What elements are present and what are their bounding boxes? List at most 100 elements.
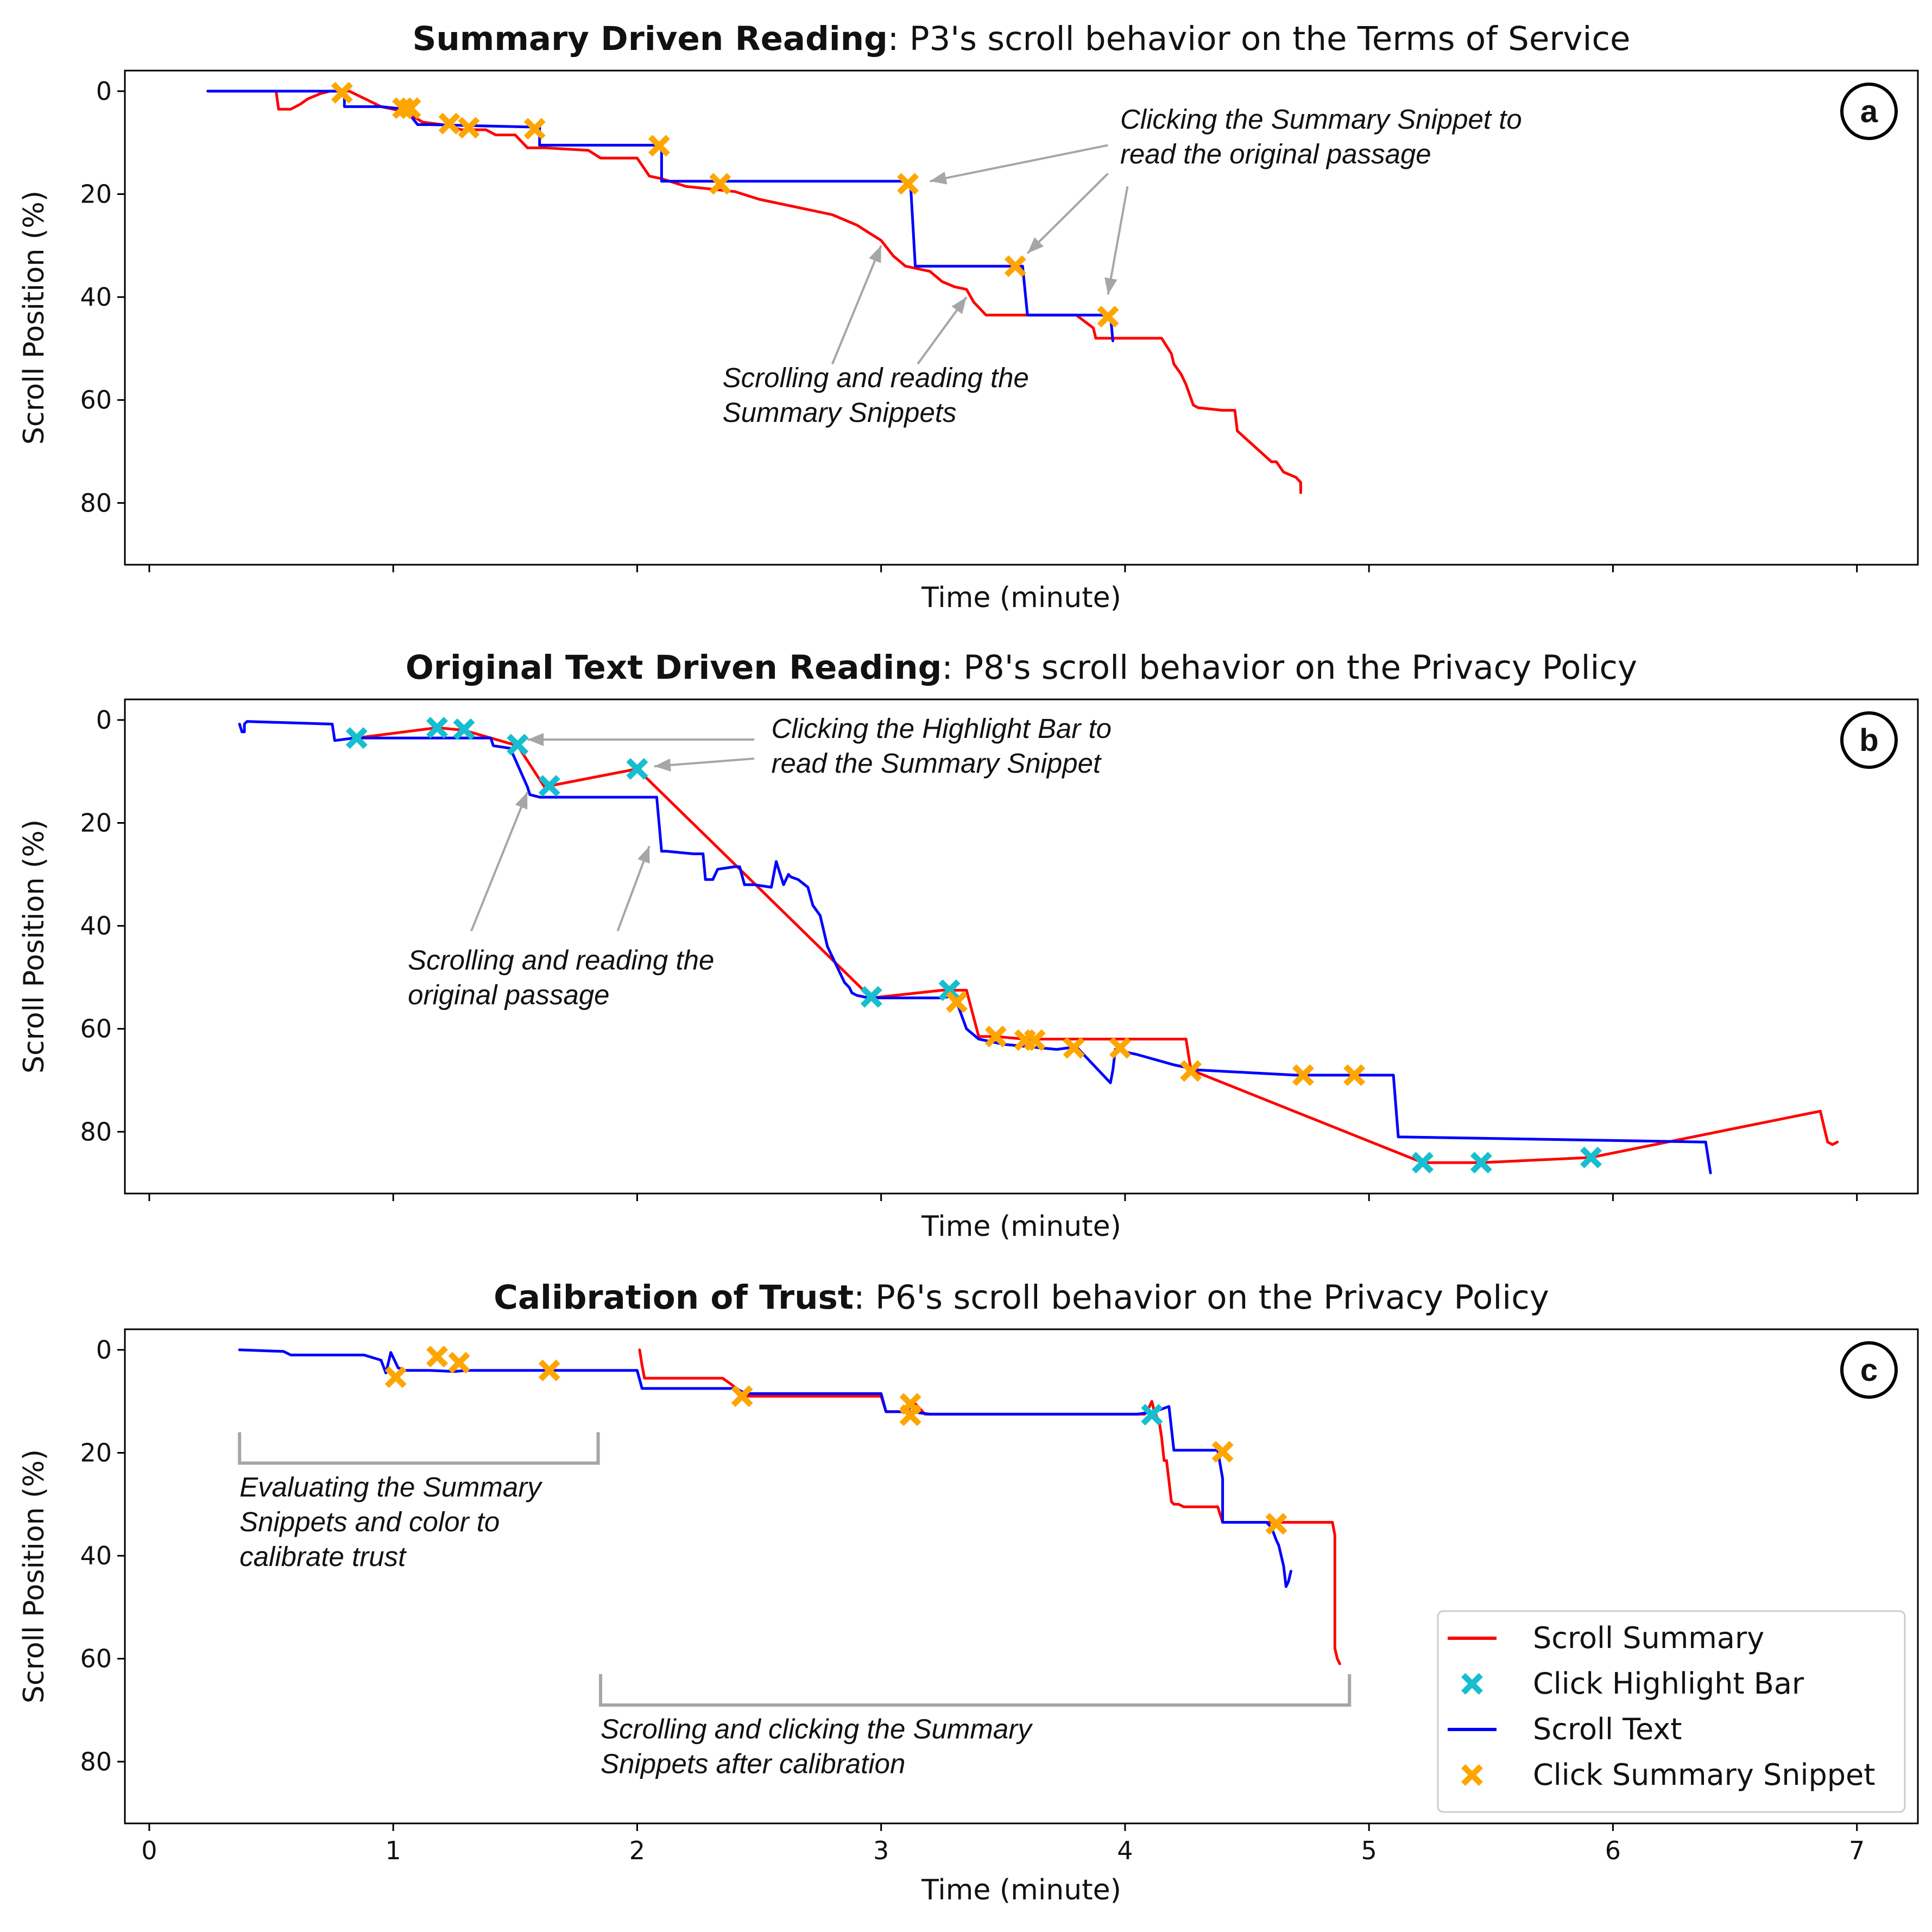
y-tick-label: 40 — [80, 1541, 112, 1570]
click-highlight-bar-marker — [1470, 1152, 1492, 1174]
y-tick-label: 40 — [80, 911, 112, 940]
legend-label: Click Summary Snippet — [1533, 1758, 1875, 1792]
click-highlight-bar-marker — [453, 718, 475, 740]
click-summary-snippet-marker — [426, 1346, 448, 1368]
panel-title: Calibration of Trust: P6's scroll behavi… — [494, 1278, 1549, 1317]
panel-a: Summary Driven Reading: P3's scroll beha… — [18, 20, 1919, 614]
annotation-arrow-shaft — [831, 245, 882, 365]
click-highlight-bar-marker — [860, 986, 882, 1008]
click-summary-snippet-marker — [458, 117, 480, 139]
legend-box — [1437, 1610, 1906, 1813]
x-tick-label: 6 — [1605, 1836, 1621, 1865]
panel-title-bold: Calibration of Trust — [494, 1278, 854, 1317]
click-summary-snippet-marker — [331, 81, 353, 104]
annotation-arrow-head — [869, 245, 881, 263]
y-axis-label: Scroll Position (%) — [18, 191, 50, 445]
x-tick-label: 3 — [873, 1836, 889, 1865]
click-highlight-bar-marker — [938, 979, 961, 1001]
bracket-text: calibrate trust — [239, 1541, 407, 1572]
click-summary-snippet-marker — [899, 1404, 921, 1426]
bracket-text: Evaluating the Summary — [239, 1472, 543, 1502]
annotation-arrow-shaft — [470, 791, 529, 932]
click-summary-snippet-marker — [1211, 1441, 1234, 1463]
annotation-text: read the Summary Snippet — [772, 748, 1102, 779]
panel-badge-label: a — [1860, 94, 1878, 129]
bracket-line — [599, 1674, 1352, 1707]
click-highlight-bar-marker — [426, 717, 448, 739]
annotation-text: Scrolling and reading the — [408, 945, 714, 976]
x-axis-label: Time (minute) — [921, 1874, 1121, 1906]
axes-frame — [124, 1328, 1919, 1824]
annotation-2: Scrolling and reading the Summary Snippet… — [723, 245, 1029, 428]
y-tick-label: 20 — [80, 809, 112, 838]
x-axis-label: Time (minute) — [921, 1210, 1121, 1243]
panel-title-bold: Original Text Driven Reading — [406, 648, 942, 687]
bracket-2: Scrolling and clicking the SummarySnippe… — [599, 1674, 1352, 1779]
annotation-arrow-head — [515, 792, 528, 810]
click-summary-snippet-marker — [945, 991, 968, 1013]
bracket-text: Snippets after calibration — [601, 1748, 905, 1779]
click-highlight-bar-marker — [1580, 1146, 1602, 1169]
y-tick-label: 0 — [96, 705, 112, 735]
x-tick-label: 7 — [1849, 1836, 1865, 1865]
click-summary-snippet-marker — [1292, 1064, 1314, 1086]
y-tick-label: 80 — [80, 1117, 112, 1146]
legend: Scroll Summary Click Highlight Bar Scroll … — [1437, 1610, 1906, 1813]
x-tick-label: 4 — [1117, 1836, 1133, 1865]
panel-badge-circle — [1840, 1341, 1898, 1399]
click-summary-snippet-marker — [648, 135, 670, 157]
legend-marker-swatch — [1461, 1764, 1483, 1786]
click-highlight-bar-marker — [1412, 1152, 1434, 1174]
click-summary-snippet-marker — [1004, 255, 1026, 277]
click-summary-snippet-marker — [709, 173, 731, 195]
click-summary-snippet-marker — [448, 1352, 470, 1374]
annotation-text: original passage — [408, 980, 609, 1011]
y-axis-label: Scroll Position (%) — [18, 819, 50, 1074]
click-summary-snippet-marker — [538, 1359, 560, 1381]
legend-label: Scroll Summary — [1533, 1621, 1764, 1655]
legend-label: Click Highlight Bar — [1533, 1666, 1804, 1701]
y-tick-label: 80 — [80, 488, 112, 517]
y-tick-label: 60 — [80, 1014, 112, 1044]
annotation-arrow-shaft — [930, 144, 1108, 182]
annotation-arrow-head — [654, 758, 671, 772]
y-tick-label: 60 — [80, 386, 112, 415]
annotation-text: Clicking the Highlight Bar to — [772, 713, 1112, 744]
x-axis-label: Time (minute) — [921, 582, 1121, 614]
click-summary-snippet-marker — [1265, 1513, 1287, 1535]
panel-title-rest: : P8's scroll behavior on the Privacy Po… — [942, 648, 1637, 687]
click-summary-snippet-marker — [731, 1385, 753, 1407]
scroll-text-line — [206, 90, 1114, 343]
click-highlight-bar-marker — [1141, 1404, 1163, 1426]
click-summary-snippet-marker — [1063, 1037, 1085, 1059]
panel-badge-circle — [1840, 711, 1898, 769]
axes-frame — [124, 698, 1919, 1195]
panel-title-bold: Summary Driven Reading — [412, 20, 887, 58]
legend-label: Scroll Text — [1533, 1712, 1682, 1746]
click-summary-snippet-marker — [1097, 306, 1119, 328]
bracket-1: Evaluating the Summary Snippets and color… — [238, 1432, 600, 1572]
annotation-text: Clicking the Summary Snippet to — [1120, 104, 1522, 135]
annotation-text: read the original passage — [1120, 138, 1431, 169]
panel-badge-label: c — [1860, 1353, 1878, 1388]
annotation-arrow-head — [527, 733, 544, 746]
panel-title: Summary Driven Reading: P3's scroll beha… — [412, 20, 1630, 58]
annotation-text: Scrolling and reading the — [723, 362, 1029, 393]
y-tick-label: 40 — [80, 282, 112, 312]
axes-frame — [124, 70, 1919, 566]
y-axis-label: Scroll Position (%) — [18, 1449, 50, 1703]
scroll-summary-line — [206, 90, 1302, 494]
click-highlight-bar-marker — [507, 734, 529, 756]
annotation-2: Scrolling and reading the original passag… — [408, 791, 714, 1011]
annotation-text: Summary Snippets — [723, 397, 957, 428]
click-summary-snippet-marker — [523, 118, 546, 140]
click-summary-snippet-marker — [1180, 1060, 1202, 1082]
annotation-arrow-head — [951, 297, 967, 314]
y-tick-label: 20 — [80, 180, 112, 209]
click-highlight-bar-marker — [538, 775, 560, 797]
click-highlight-bar-marker — [626, 758, 648, 780]
bracket-text: Snippets and color to — [239, 1506, 500, 1537]
y-tick-label: 0 — [96, 77, 112, 106]
